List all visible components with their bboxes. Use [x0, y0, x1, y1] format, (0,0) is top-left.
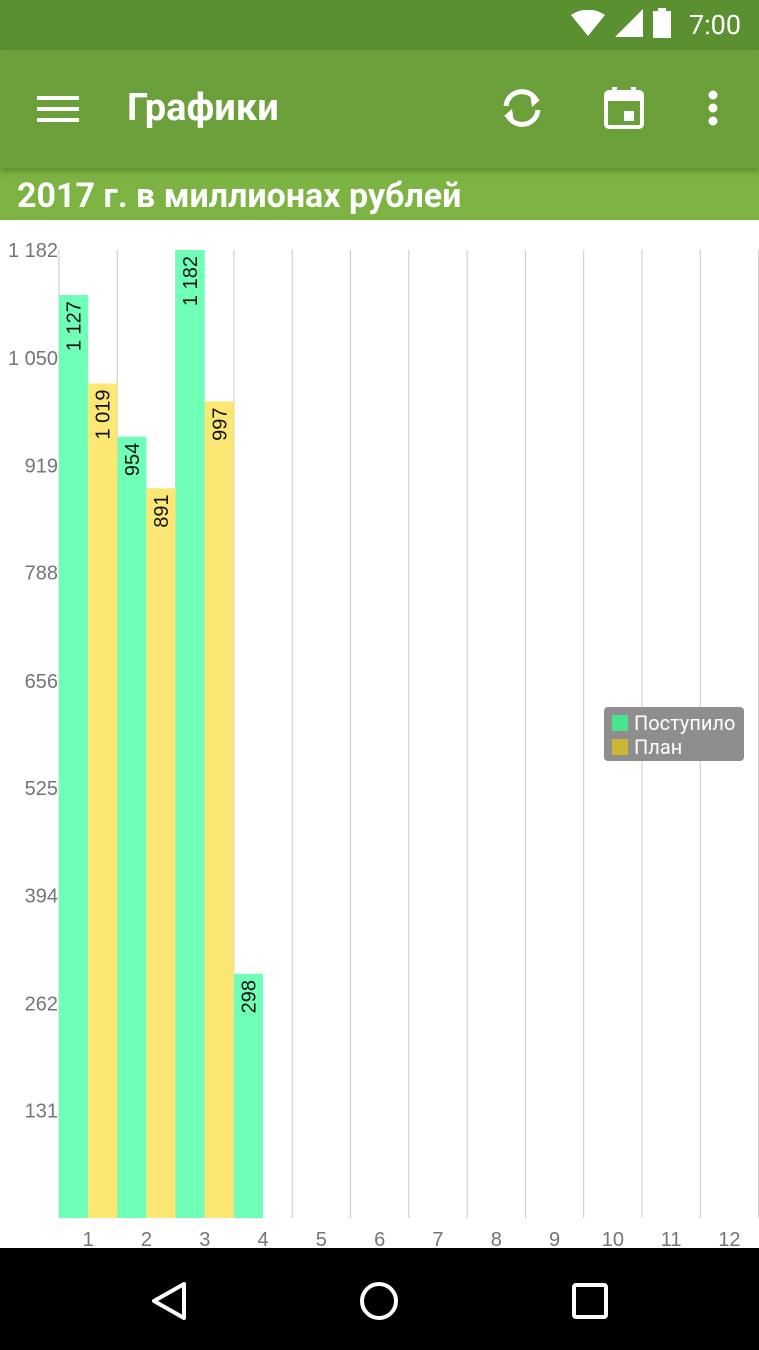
- bar-value-label: 298: [238, 980, 260, 1013]
- x-tick-label: 6: [374, 1229, 385, 1248]
- navigation-bar: [0, 1248, 759, 1350]
- x-tick-label: 1: [83, 1229, 94, 1248]
- bar-received: [233, 973, 264, 1218]
- refresh-icon[interactable]: [494, 80, 550, 136]
- x-tick-label: 11: [661, 1229, 682, 1248]
- x-tick-label: 10: [602, 1229, 624, 1248]
- x-tick-label: 8: [491, 1229, 502, 1248]
- menu-icon[interactable]: [28, 88, 88, 130]
- app-title: Графики: [127, 86, 279, 130]
- bar-received: [59, 295, 89, 1218]
- bar-plan: [146, 488, 176, 1219]
- bar-plan: [88, 383, 118, 1218]
- chart-area: 131 262 394 525 656 788 919 1 050 1 182 1 2 3 4 5 6 7 8 9…: [0, 220, 759, 1248]
- more-vert-icon[interactable]: [685, 80, 741, 136]
- signal-icon: [614, 9, 643, 41]
- bar-plan: [204, 401, 234, 1218]
- chart-subtitle: 2017 г. в миллионах рублей: [17, 176, 462, 216]
- legend-item-plan: План: [612, 735, 682, 759]
- bar-value-label: 1 127: [64, 301, 86, 351]
- battery-icon: [652, 8, 671, 42]
- y-tick-label: 394: [25, 885, 58, 907]
- x-tick-label: 9: [549, 1229, 560, 1248]
- bar-value-label: 997: [209, 408, 231, 441]
- home-icon[interactable]: [351, 1273, 407, 1329]
- y-tick-label: 131: [25, 1101, 58, 1123]
- y-tick-label: 1 182: [8, 240, 58, 262]
- legend-item-received: Поступило: [612, 711, 735, 735]
- x-tick-label: 5: [316, 1229, 327, 1248]
- bar-value-label: 891: [151, 494, 173, 527]
- legend-swatch-received: [612, 715, 628, 731]
- x-tick-label: 3: [199, 1229, 210, 1248]
- app-bar: Графики: [0, 50, 759, 168]
- y-tick-label: 656: [25, 671, 58, 693]
- status-icons: 7:00: [570, 8, 741, 42]
- legend-label-received: Поступило: [634, 711, 736, 735]
- y-tick-label: 525: [25, 778, 58, 800]
- x-tick-label: 2: [141, 1229, 152, 1248]
- x-tick-label: 12: [718, 1229, 740, 1248]
- recents-icon[interactable]: [562, 1273, 618, 1329]
- x-tick-label: 4: [257, 1229, 268, 1248]
- x-tick-label: 7: [432, 1229, 443, 1248]
- status-bar: 7:00: [0, 0, 759, 50]
- bar-received: [117, 436, 147, 1218]
- bar-received: [175, 250, 205, 1218]
- status-time: 7:00: [688, 9, 741, 41]
- legend-swatch-plan: [612, 739, 628, 755]
- bar-value-label: 954: [122, 443, 144, 476]
- subtitle-bar: 2017 г. в миллионах рублей: [0, 168, 759, 220]
- chart-legend: Поступило План: [604, 707, 744, 761]
- wifi-icon: [570, 9, 605, 40]
- y-tick-label: 919: [25, 455, 58, 477]
- back-icon[interactable]: [141, 1273, 197, 1329]
- legend-label-plan: План: [634, 735, 683, 759]
- bar-value-label: 1 182: [180, 256, 202, 306]
- y-tick-label: 788: [25, 563, 58, 585]
- y-tick-label: 262: [25, 993, 58, 1015]
- y-tick-label: 1 050: [8, 348, 58, 370]
- calendar-icon[interactable]: [596, 80, 652, 136]
- bar-value-label: 1 019: [93, 389, 115, 439]
